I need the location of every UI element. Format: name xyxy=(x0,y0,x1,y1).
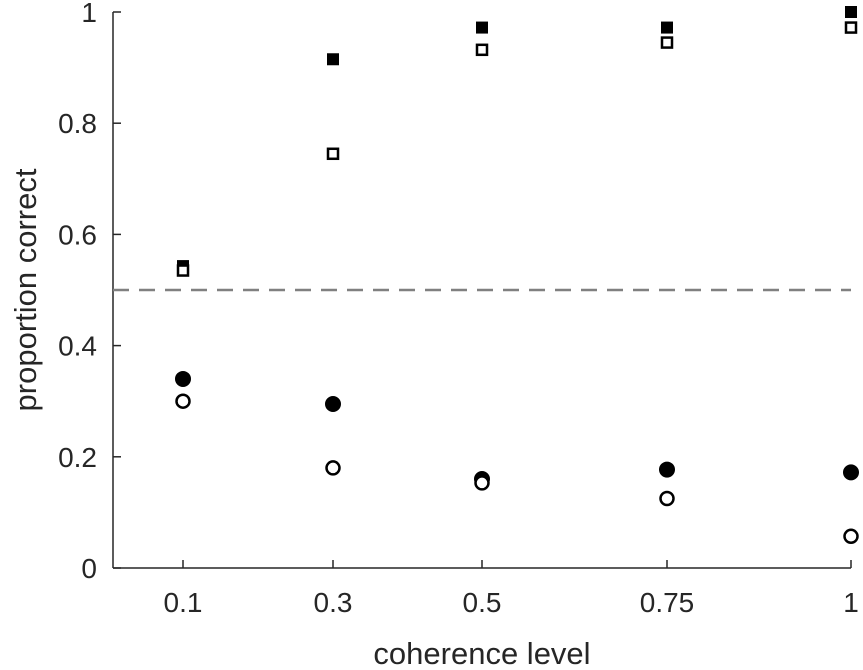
data-point-filled-circle xyxy=(659,461,675,478)
data-point-filled-circle xyxy=(175,370,191,387)
y-tick-label: 1 xyxy=(81,0,97,28)
data-point-open-circle xyxy=(843,528,859,545)
data-point-filled-square xyxy=(661,21,673,34)
data-point-filled-square xyxy=(845,6,857,18)
plot-area: 0 0.2 0.4 0.6 0.8 1 0.1 0.3 0.5 0.75 1 xyxy=(58,0,859,618)
data-point-filled-square xyxy=(476,21,488,34)
x-tick-label: 0.75 xyxy=(640,587,695,618)
data-point-open-square xyxy=(475,43,489,57)
x-tick-label: 0.5 xyxy=(463,587,502,618)
data-point-filled-circle xyxy=(843,464,859,481)
data-point-open-circle xyxy=(474,475,490,491)
data-point-open-square xyxy=(326,147,340,161)
data-point-filled-circle xyxy=(325,395,341,412)
data-point-filled-square xyxy=(327,53,339,66)
series-open-circle xyxy=(175,393,859,545)
x-ticks: 0.1 0.3 0.5 0.75 1 xyxy=(164,560,859,618)
x-tick-label: 0.3 xyxy=(314,587,353,618)
data-markers xyxy=(175,6,859,545)
x-tick-label: 1 xyxy=(843,587,859,618)
data-point-open-square xyxy=(844,21,858,34)
data-point-open-circle xyxy=(325,460,341,476)
y-axis-label: proportion correct xyxy=(8,168,43,411)
y-tick-label: 0.8 xyxy=(58,108,97,139)
y-tick-label: 0.6 xyxy=(58,219,97,250)
y-tick-label: 0.4 xyxy=(58,331,97,362)
y-tick-label: 0 xyxy=(81,553,97,584)
data-point-open-circle xyxy=(175,393,191,409)
series-open-square xyxy=(176,21,858,277)
data-point-open-circle xyxy=(659,490,675,507)
y-ticks: 0 0.2 0.4 0.6 0.8 1 xyxy=(58,0,121,584)
data-point-open-square xyxy=(176,264,190,277)
x-axis-label: coherence level xyxy=(373,636,590,670)
series-filled-circle xyxy=(175,370,859,488)
y-tick-label: 0.2 xyxy=(58,442,97,473)
series-filled-square xyxy=(177,6,857,273)
x-tick-label: 0.1 xyxy=(164,587,203,618)
data-point-open-square xyxy=(660,36,674,49)
